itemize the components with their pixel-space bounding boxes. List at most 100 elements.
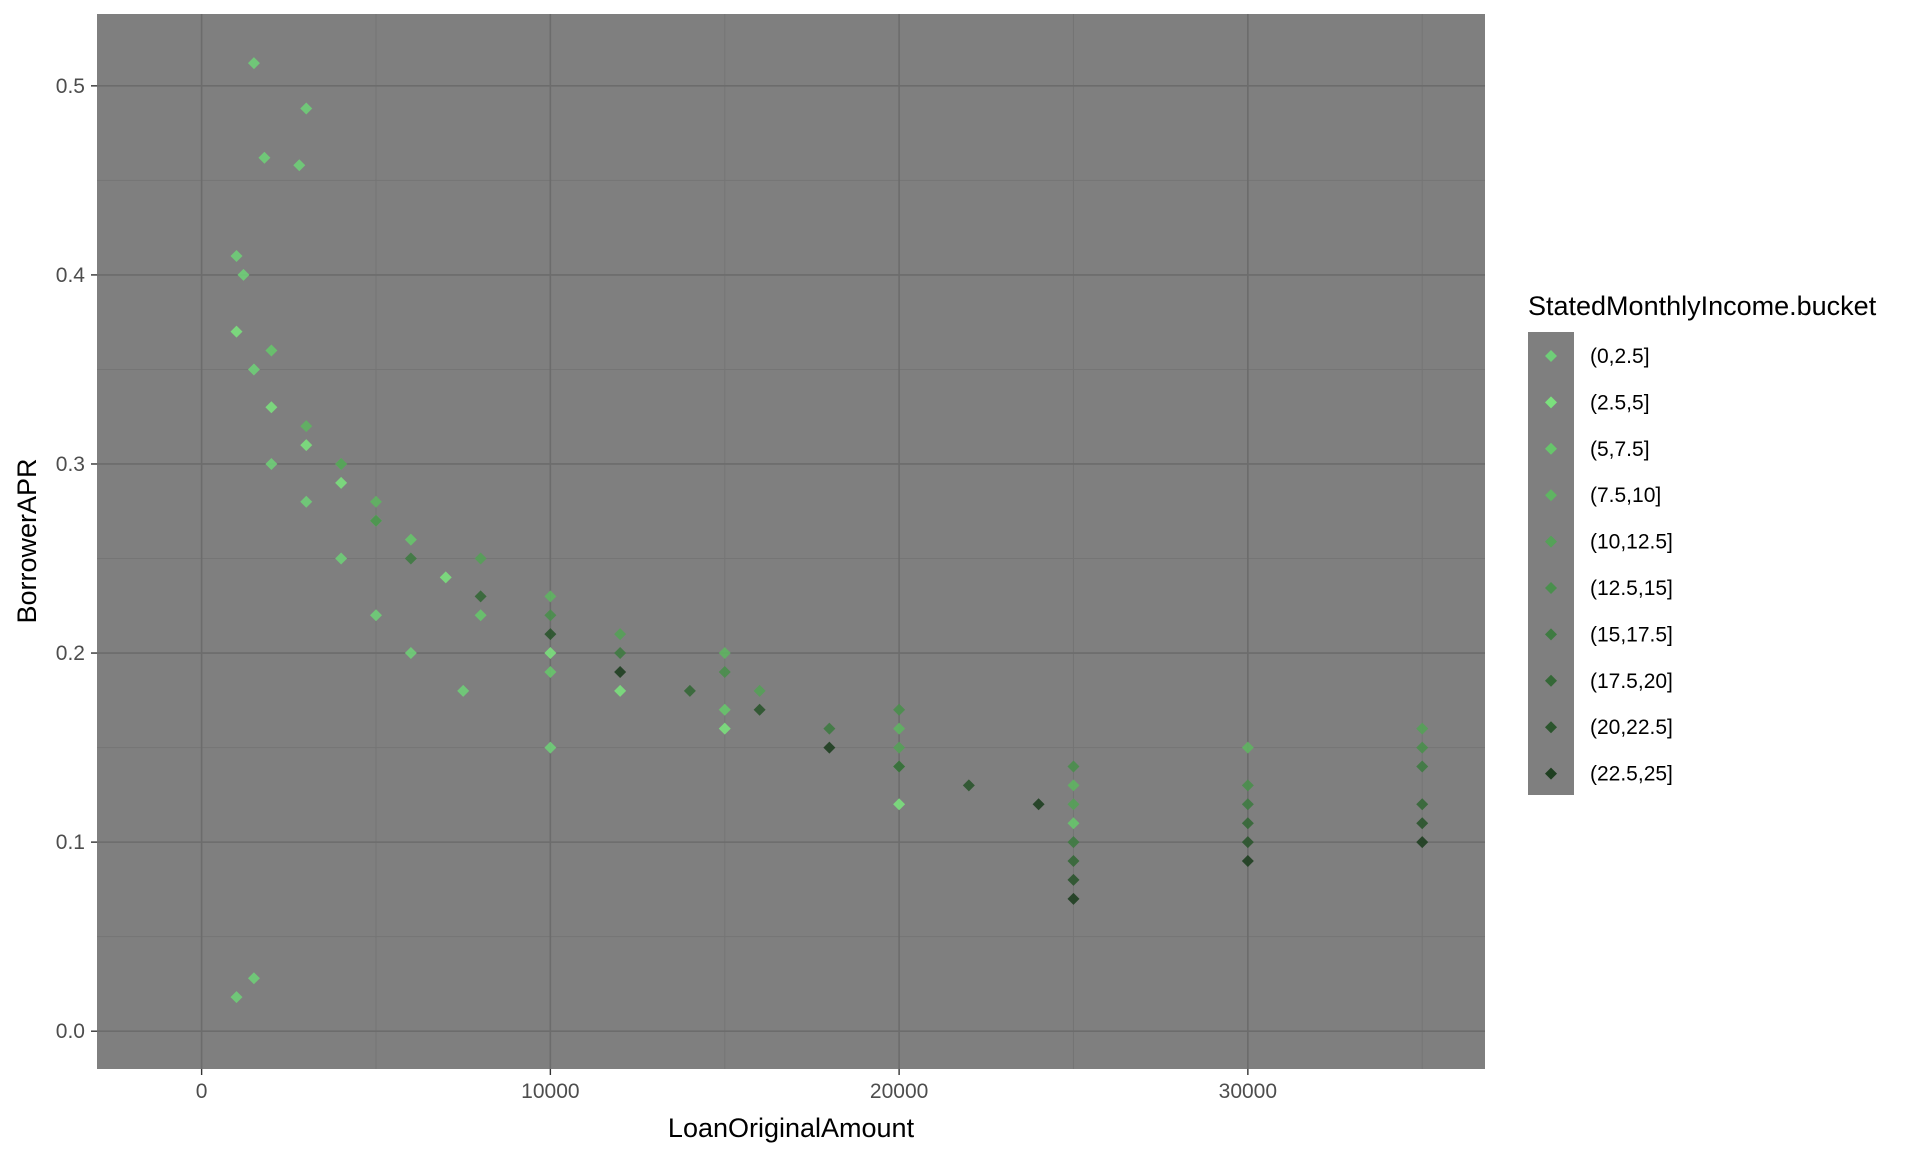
legend-key-background (1528, 332, 1574, 795)
data-point (1032, 798, 1045, 811)
data-point (614, 628, 627, 641)
y-axis-ticks: 0.0 0.1 0.2 0.3 0.4 0.5 (56, 75, 97, 1043)
data-point (893, 760, 906, 773)
data-point (265, 344, 278, 357)
legend-title: StatedMonthlyIncome.bucket (1528, 291, 1877, 321)
data-point (474, 609, 487, 622)
data-point (1241, 798, 1254, 811)
legend-key (1545, 628, 1557, 641)
data-point (369, 609, 382, 622)
data-point (1241, 855, 1254, 868)
data-point (1067, 779, 1080, 792)
legend-key (1545, 489, 1557, 502)
legend-key (1545, 582, 1557, 594)
y-tick-label: 0.4 (56, 264, 86, 287)
data-point (1416, 836, 1429, 849)
data-point (230, 991, 243, 1004)
data-point (369, 514, 382, 527)
data-point (457, 684, 470, 697)
data-point (474, 552, 487, 565)
data-point (300, 102, 313, 115)
data-point (893, 798, 906, 811)
data-point (404, 647, 417, 660)
data-point (1241, 741, 1254, 754)
legend-label: (22.5,25] (1590, 763, 1673, 786)
data-point (300, 439, 313, 452)
data-point (753, 684, 766, 697)
legend-label: (10,12.5] (1590, 531, 1673, 554)
data-point (1241, 836, 1254, 849)
data-point (544, 741, 557, 754)
data-point (369, 495, 382, 508)
data-point (718, 703, 731, 716)
legend-label: (12.5,15] (1590, 577, 1673, 600)
data-point (237, 268, 250, 281)
legend-key (1545, 674, 1557, 687)
data-point (1067, 798, 1080, 811)
data-point (247, 363, 260, 376)
scatter-points (230, 57, 1429, 1004)
data-point (1416, 817, 1429, 830)
data-point (1241, 779, 1254, 792)
data-point (404, 552, 417, 565)
data-point (230, 250, 243, 263)
data-point (335, 476, 348, 489)
x-tick-label: 20000 (870, 1080, 928, 1103)
data-point (230, 325, 243, 338)
legend-label: (7.5,10] (1590, 484, 1661, 507)
data-point (753, 703, 766, 716)
data-point (614, 665, 627, 678)
legend-label: (5,7.5] (1590, 438, 1650, 461)
data-point (247, 972, 260, 985)
data-point (404, 533, 417, 546)
x-tick-label: 10000 (521, 1080, 579, 1103)
y-tick-label: 0.5 (56, 75, 85, 98)
data-point (247, 57, 260, 70)
legend-key (1545, 535, 1557, 548)
legend-key (1545, 721, 1557, 734)
data-point (1067, 873, 1080, 886)
y-tick-label: 0.1 (56, 831, 85, 854)
legend-label: (20,22.5] (1590, 716, 1673, 739)
data-point (962, 779, 975, 792)
data-point (718, 647, 731, 660)
data-point (335, 552, 348, 565)
x-axis-title: LoanOriginalAmount (668, 1113, 915, 1143)
minor-gridlines (97, 14, 1485, 1069)
data-point (1067, 760, 1080, 773)
data-point (544, 609, 557, 622)
legend-label: (17.5,20] (1590, 670, 1673, 693)
data-point (614, 647, 627, 660)
y-tick-label: 0.3 (56, 453, 85, 476)
plot-panel (97, 14, 1485, 1069)
data-point (1067, 836, 1080, 849)
legend-label: (15,17.5] (1590, 623, 1673, 646)
data-point (718, 665, 731, 678)
data-point (293, 159, 306, 172)
data-point (1416, 760, 1429, 773)
data-point (258, 151, 271, 164)
data-point (544, 628, 557, 641)
data-point (1416, 798, 1429, 811)
data-point (300, 495, 313, 508)
legend: (0,2.5] (2.5,5] (5,7.5] (7.5,10] (10,12.5] (1… (1545, 345, 1673, 786)
data-point (893, 741, 906, 754)
data-point (893, 722, 906, 735)
x-tick-label: 0 (196, 1080, 208, 1103)
data-point (300, 420, 313, 433)
data-point (718, 722, 731, 735)
legend-key (1545, 350, 1557, 362)
data-point (1067, 855, 1080, 868)
x-axis-ticks: 0 10000 20000 30000 (196, 1069, 1277, 1103)
data-point (335, 457, 348, 470)
data-point (544, 590, 557, 603)
data-point (614, 684, 627, 697)
data-point (474, 590, 487, 603)
x-tick-label: 30000 (1219, 1080, 1277, 1103)
data-point (893, 703, 906, 716)
legend-key (1545, 442, 1557, 455)
legend-label: (2.5,5] (1590, 391, 1650, 414)
legend-label: (0,2.5] (1590, 345, 1650, 368)
data-point (544, 647, 557, 660)
